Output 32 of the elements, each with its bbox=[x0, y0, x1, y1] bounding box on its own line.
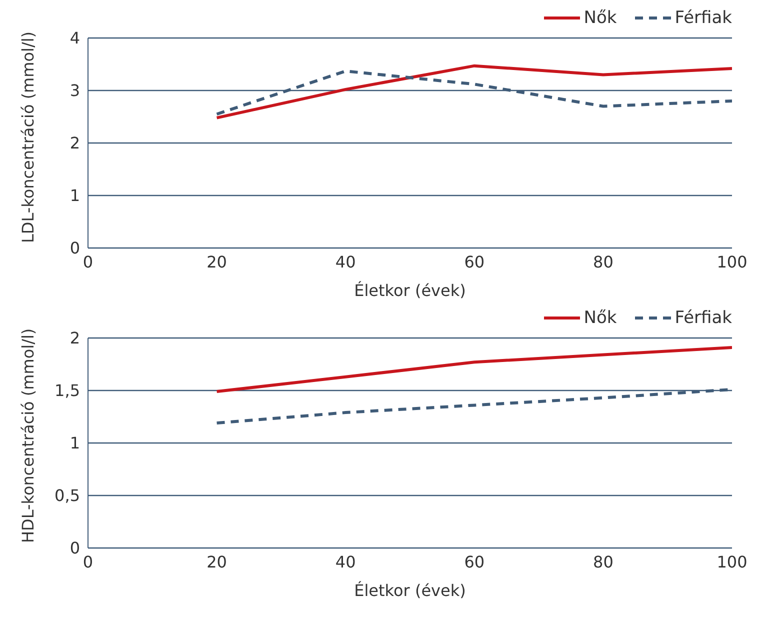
y-tick-label: 3 bbox=[70, 81, 80, 100]
legend-label: Nők bbox=[584, 8, 617, 28]
x-tick-label: 80 bbox=[593, 552, 614, 572]
x-tick-label: 60 bbox=[464, 252, 485, 272]
line-series bbox=[215, 346, 732, 394]
line-series bbox=[215, 64, 732, 120]
legend-label: Férfiak bbox=[674, 308, 732, 328]
x-tick-label: 80 bbox=[593, 252, 614, 272]
x-tick-label: 100 bbox=[716, 552, 748, 572]
x-axis-title: Életkor (évek) bbox=[354, 281, 466, 300]
x-tick-label: 20 bbox=[206, 252, 227, 272]
y-tick-label: 2 bbox=[70, 134, 80, 153]
y-axis-title: HDL-koncentráció (mmol/l) bbox=[18, 328, 38, 543]
x-axis-title: Életkor (évek) bbox=[354, 581, 466, 600]
y-tick-label: 4 bbox=[70, 28, 80, 48]
x-tick-label: 0 bbox=[82, 252, 94, 272]
y-tick-label: 0,5 bbox=[54, 486, 80, 506]
x-tick-label: 40 bbox=[335, 552, 356, 572]
x-tick-label: 0 bbox=[82, 552, 94, 572]
y-tick-label: 1 bbox=[70, 434, 80, 453]
x-tick-label: 100 bbox=[716, 252, 748, 272]
y-tick-label: 2 bbox=[70, 328, 80, 348]
y-tick-label: 1,5 bbox=[54, 381, 80, 400]
y-tick-label: 0 bbox=[70, 238, 80, 258]
y-tick-label: 0 bbox=[70, 538, 80, 558]
legend-label: Férfiak bbox=[674, 8, 732, 28]
x-tick-label: 60 bbox=[464, 552, 485, 572]
x-tick-label: 40 bbox=[335, 252, 356, 272]
y-axis-title: LDL-koncentráció (mmol/l) bbox=[18, 31, 38, 243]
x-tick-label: 20 bbox=[206, 552, 227, 572]
legend-label: Nők bbox=[584, 308, 617, 328]
y-tick-label: 1 bbox=[70, 186, 80, 206]
